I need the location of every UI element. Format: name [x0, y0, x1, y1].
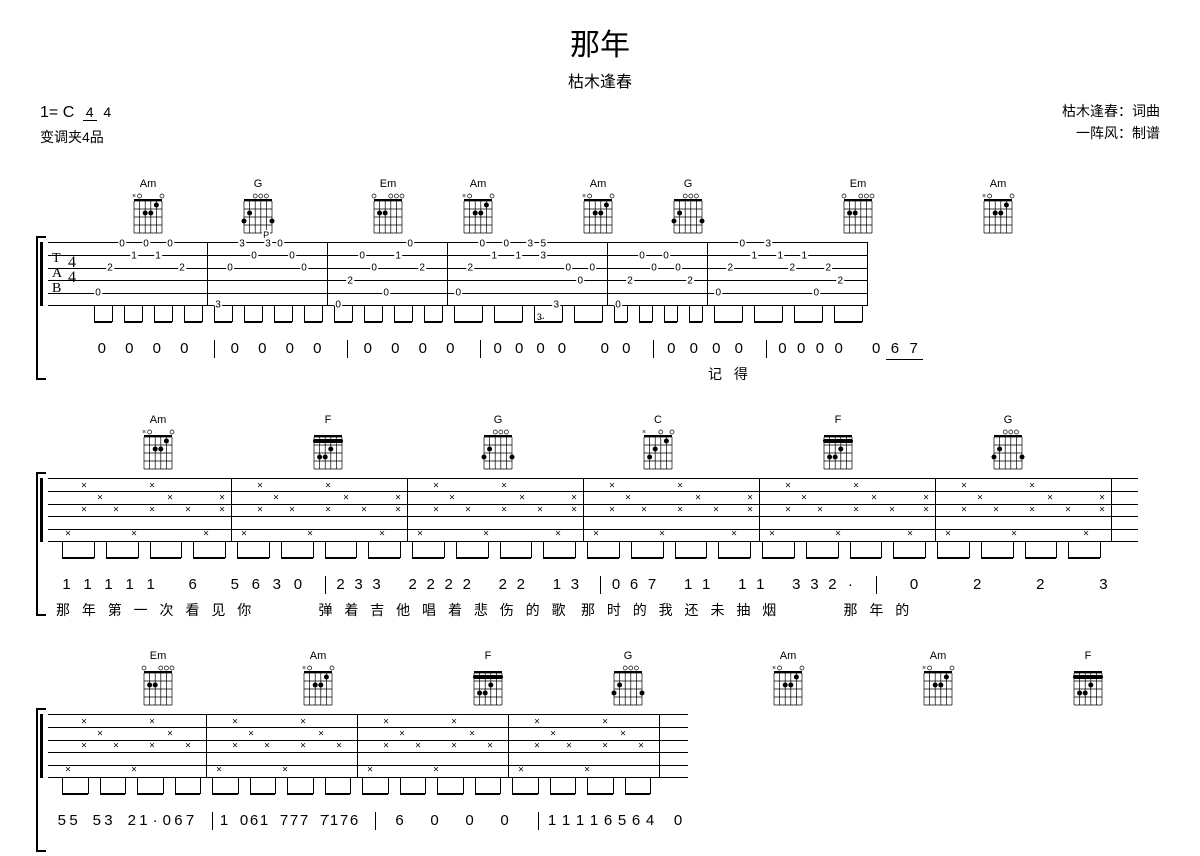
key-label: 1= C — [40, 104, 74, 121]
chord-G: G — [480, 414, 516, 471]
system-2: Am×FGC×FG×××××××××××××××××××××××××××××××… — [40, 414, 1160, 620]
jianpu-row: 00000000000000000000000000067 — [88, 340, 1160, 358]
time-signature: 4 4 — [83, 106, 114, 119]
jianpu-row: 1111165630233222222130671111332·0223 — [56, 576, 1160, 594]
chord-G: G — [610, 650, 646, 707]
lyrics-row: 记 得 — [88, 364, 1160, 384]
svg-text:×: × — [462, 193, 466, 200]
tab-bar: ××××××××××××× — [56, 479, 232, 541]
song-artist: 枯木逢春 — [40, 68, 1160, 92]
tab-bar: ××××××××××××× — [232, 479, 408, 541]
tab-bar: ×××××××××× — [207, 715, 358, 777]
tab-staff: TAB 44 020101023030P3000020001020201013353… — [48, 242, 868, 306]
chord-Am: Am× — [580, 178, 616, 235]
system-bracket — [36, 236, 46, 380]
svg-text:×: × — [922, 665, 926, 672]
lyrics-row: 那 年 第 一 次 看 见 你弹 着 吉 他 唱 着 悲 伤 的 歌那 时 的 … — [56, 600, 1160, 620]
chord-G: G — [990, 414, 1026, 471]
tab-bar: 0200002 — [608, 243, 708, 305]
chord-F: F — [310, 414, 346, 471]
svg-text:×: × — [772, 665, 776, 672]
svg-text:×: × — [132, 193, 136, 200]
chord-Am: Am× — [130, 178, 166, 235]
chord-Em: Em — [370, 178, 406, 235]
tab-bar: ××××××××××××× — [408, 479, 584, 541]
credit-1: 枯木逢春：词曲 — [1062, 100, 1160, 122]
chord-Am: Am× — [300, 650, 336, 707]
tab-bar: ××××××××××××× — [584, 479, 760, 541]
tab-bar: ×××××××××× — [509, 715, 660, 777]
svg-text:×: × — [582, 193, 586, 200]
score-body: Am× G Em Am× Am× G Em Am× TAB 44 020101023030P3000… — [40, 178, 1160, 836]
credit-2: 一阵风：制谱 — [1062, 122, 1160, 144]
chord-Em: Em — [840, 178, 876, 235]
chord-row: Am× G Em Am× Am× G Em Am× — [70, 178, 1160, 236]
chord-F: F — [820, 414, 856, 471]
tab-staff: ××××××××××××××××××××××××××××××××××××××××… — [48, 478, 1138, 542]
svg-text:×: × — [642, 429, 646, 436]
chord-C: C× — [640, 414, 676, 471]
header-meta: 1= C 4 4 变调夹4品 枯木逢春：词曲 一阵风：制谱 — [40, 100, 1160, 148]
svg-text:×: × — [982, 193, 986, 200]
chord-Am: Am× — [140, 414, 176, 471]
tab-clef: TAB — [52, 251, 62, 296]
song-title: 那年 — [40, 20, 1160, 64]
tab-bar: 02000102 — [328, 243, 448, 305]
tab-staff: ×××××××××××××××××××××××××××××××××××××××× — [48, 714, 688, 778]
tab-bar: 3030P3000 — [208, 243, 328, 305]
capo-label: 变调夹4品 — [40, 126, 114, 148]
svg-text:×: × — [302, 665, 306, 672]
stems-row — [56, 778, 1160, 804]
tab-bar: ×××××××××× — [358, 715, 509, 777]
chord-Am: Am× — [980, 178, 1016, 235]
tab-bar: 02013121022 — [708, 243, 868, 305]
system-bracket — [36, 472, 46, 616]
system-bracket — [36, 708, 46, 852]
tab-bar: ××××××××××××× — [936, 479, 1112, 541]
chord-row: Em Am× F G Am× Am× F — [70, 650, 1160, 708]
chord-G: G — [670, 178, 706, 235]
chord-row: Am× F G C× F G — [70, 414, 1160, 472]
jianpu-row: 555321·06710617777̇1766000111165640 — [56, 812, 1160, 830]
tab-timesig: 44 — [68, 255, 76, 285]
tab-bar: ×××××××××× — [56, 715, 207, 777]
tab-bar: ××××××××××××× — [760, 479, 936, 541]
stems-row — [56, 542, 1160, 568]
chord-Am: Am× — [770, 650, 806, 707]
chord-Am: Am× — [460, 178, 496, 235]
tab-bar: 02010102 — [88, 243, 208, 305]
system-1: Am× G Em Am× Am× G Em Am× TAB 44 020101023030P3000… — [40, 178, 1160, 384]
chord-F: F — [470, 650, 506, 707]
chord-G: G — [240, 178, 276, 235]
chord-Am: Am× — [920, 650, 956, 707]
tab-bar: 0201013353000⎵3 — [448, 243, 608, 305]
chord-Em: Em — [140, 650, 176, 707]
system-3: EmAm×FGAm×Am×F××××××××××××××××××××××××××… — [40, 650, 1160, 836]
stems-row — [88, 306, 1160, 332]
svg-text:×: × — [142, 429, 146, 436]
chord-F: F — [1070, 650, 1106, 707]
